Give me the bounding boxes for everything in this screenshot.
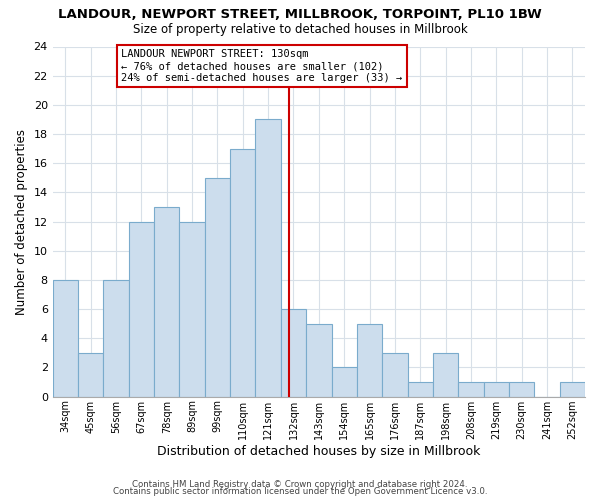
Bar bbox=[357, 324, 382, 396]
Y-axis label: Number of detached properties: Number of detached properties bbox=[15, 128, 28, 314]
Bar bbox=[78, 353, 103, 397]
Bar bbox=[154, 207, 179, 396]
Text: Size of property relative to detached houses in Millbrook: Size of property relative to detached ho… bbox=[133, 22, 467, 36]
X-axis label: Distribution of detached houses by size in Millbrook: Distribution of detached houses by size … bbox=[157, 444, 481, 458]
Text: Contains public sector information licensed under the Open Government Licence v3: Contains public sector information licen… bbox=[113, 487, 487, 496]
Bar bbox=[433, 353, 458, 397]
Bar bbox=[230, 148, 256, 396]
Text: Contains HM Land Registry data © Crown copyright and database right 2024.: Contains HM Land Registry data © Crown c… bbox=[132, 480, 468, 489]
Bar bbox=[382, 353, 407, 397]
Bar bbox=[484, 382, 509, 396]
Bar bbox=[103, 280, 129, 396]
Text: LANDOUR, NEWPORT STREET, MILLBROOK, TORPOINT, PL10 1BW: LANDOUR, NEWPORT STREET, MILLBROOK, TORP… bbox=[58, 8, 542, 20]
Bar bbox=[306, 324, 332, 396]
Text: LANDOUR NEWPORT STREET: 130sqm
← 76% of detached houses are smaller (102)
24% of: LANDOUR NEWPORT STREET: 130sqm ← 76% of … bbox=[121, 50, 403, 82]
Bar bbox=[281, 309, 306, 396]
Bar bbox=[53, 280, 78, 396]
Bar bbox=[205, 178, 230, 396]
Bar bbox=[129, 222, 154, 396]
Bar bbox=[332, 368, 357, 396]
Bar bbox=[407, 382, 433, 396]
Bar bbox=[256, 120, 281, 396]
Bar bbox=[458, 382, 484, 396]
Bar bbox=[179, 222, 205, 396]
Bar bbox=[509, 382, 535, 396]
Bar bbox=[560, 382, 585, 396]
